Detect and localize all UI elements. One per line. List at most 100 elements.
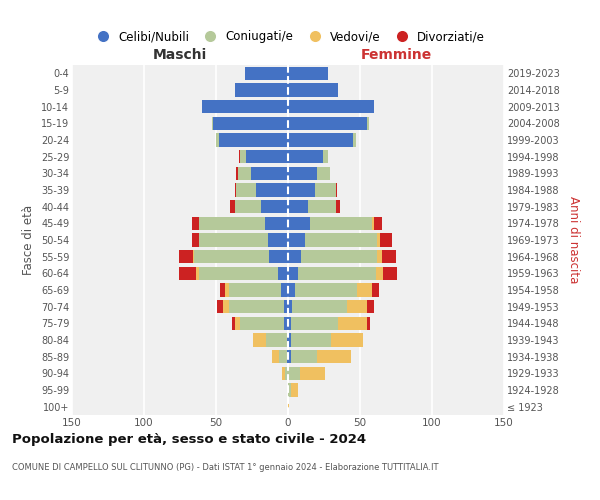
Bar [284, 300, 288, 314]
Bar [288, 150, 323, 164]
Bar [253, 334, 266, 346]
Bar [272, 350, 280, 364]
Bar [212, 116, 213, 130]
Bar [308, 200, 335, 213]
Bar [246, 150, 288, 164]
Bar [288, 184, 316, 196]
Bar [269, 250, 288, 264]
Bar [288, 250, 301, 264]
Bar [268, 234, 288, 246]
Bar [377, 250, 382, 264]
Bar [235, 184, 236, 196]
Bar [288, 166, 317, 180]
Bar [316, 184, 335, 196]
Bar [295, 284, 357, 296]
Bar [288, 234, 305, 246]
Bar [260, 200, 288, 213]
Bar [288, 284, 295, 296]
Bar [288, 66, 328, 80]
Bar [287, 334, 288, 346]
Bar [238, 166, 251, 180]
Bar [229, 300, 284, 314]
Bar [217, 300, 223, 314]
Bar [280, 350, 287, 364]
Bar [266, 334, 287, 346]
Bar [199, 266, 278, 280]
Bar [299, 366, 325, 380]
Bar [367, 300, 374, 314]
Y-axis label: Fasce di età: Fasce di età [22, 205, 35, 275]
Bar [229, 284, 281, 296]
Bar [224, 284, 229, 296]
Bar [367, 316, 370, 330]
Bar [335, 184, 337, 196]
Bar [371, 284, 379, 296]
Bar [288, 334, 291, 346]
Bar [193, 250, 194, 264]
Bar [317, 350, 352, 364]
Bar [371, 216, 374, 230]
Bar [288, 366, 299, 380]
Bar [230, 200, 235, 213]
Bar [199, 216, 265, 230]
Bar [191, 234, 199, 246]
Bar [235, 200, 260, 213]
Bar [288, 266, 298, 280]
Bar [179, 266, 196, 280]
Bar [235, 316, 241, 330]
Bar [288, 134, 353, 146]
Legend: Celibi/Nubili, Coniugati/e, Vedovi/e, Divorziati/e: Celibi/Nubili, Coniugati/e, Vedovi/e, Di… [86, 26, 490, 48]
Bar [310, 216, 371, 230]
Bar [382, 250, 396, 264]
Bar [288, 200, 308, 213]
Bar [232, 316, 235, 330]
Bar [288, 384, 291, 396]
Bar [239, 150, 241, 164]
Text: Popolazione per età, sesso e stato civile - 2024: Popolazione per età, sesso e stato civil… [12, 432, 366, 446]
Bar [241, 316, 284, 330]
Bar [284, 316, 288, 330]
Bar [374, 216, 382, 230]
Bar [298, 266, 376, 280]
Bar [220, 284, 224, 296]
Bar [219, 134, 288, 146]
Bar [288, 84, 338, 96]
Bar [288, 216, 310, 230]
Bar [194, 250, 269, 264]
Bar [288, 350, 291, 364]
Bar [288, 100, 374, 114]
Bar [292, 300, 347, 314]
Bar [179, 250, 193, 264]
Bar [235, 84, 288, 96]
Bar [265, 216, 288, 230]
Bar [353, 134, 356, 146]
Bar [288, 300, 292, 314]
Bar [301, 250, 377, 264]
Bar [223, 300, 229, 314]
Bar [347, 300, 367, 314]
Bar [191, 216, 199, 230]
Bar [331, 334, 363, 346]
Bar [245, 66, 288, 80]
Bar [282, 366, 285, 380]
Bar [338, 316, 367, 330]
Bar [285, 366, 288, 380]
Text: Femmine: Femmine [361, 48, 431, 62]
Bar [256, 184, 288, 196]
Bar [278, 266, 288, 280]
Bar [216, 134, 219, 146]
Bar [287, 350, 288, 364]
Text: COMUNE DI CAMPELLO SUL CLITUNNO (PG) - Dati ISTAT 1° gennaio 2024 - Elaborazione: COMUNE DI CAMPELLO SUL CLITUNNO (PG) - D… [12, 462, 439, 471]
Bar [288, 116, 367, 130]
Bar [291, 334, 331, 346]
Bar [281, 284, 288, 296]
Bar [357, 284, 371, 296]
Bar [367, 116, 368, 130]
Bar [335, 200, 340, 213]
Bar [291, 350, 317, 364]
Bar [288, 316, 291, 330]
Bar [377, 234, 380, 246]
Bar [196, 266, 199, 280]
Bar [202, 100, 288, 114]
Bar [236, 184, 256, 196]
